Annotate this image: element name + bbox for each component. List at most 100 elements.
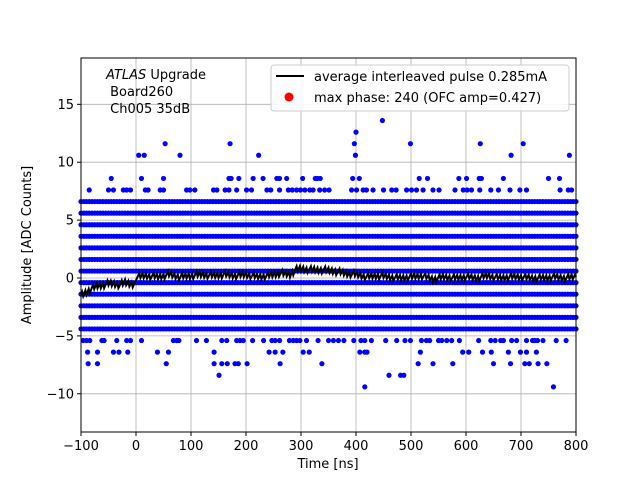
sample-point <box>523 349 530 355</box>
x-tick-label: 500 <box>399 439 424 454</box>
y-tick-label: −5 <box>55 329 74 344</box>
x-tick-label: 700 <box>509 439 534 454</box>
sample-point <box>219 361 225 367</box>
sample-point <box>363 187 370 193</box>
sample-point <box>508 152 514 158</box>
sample-point <box>110 187 117 193</box>
sample-point <box>108 175 114 182</box>
sample-point <box>389 187 395 193</box>
sample-point <box>408 187 415 193</box>
sample-point <box>277 361 283 367</box>
sample-point <box>192 187 198 193</box>
sample-point <box>356 175 362 182</box>
sample-point <box>87 337 93 344</box>
legend-label-average: average interleaved pulse 0.285mA <box>314 70 547 85</box>
sample-point <box>362 384 368 390</box>
sample-point <box>285 187 291 193</box>
sample-point <box>127 337 134 344</box>
sample-point <box>86 187 92 193</box>
sample-point <box>509 337 515 344</box>
sample-point <box>500 175 506 182</box>
sample-point <box>563 337 569 344</box>
sample-point <box>488 349 494 355</box>
sample-point <box>353 187 360 193</box>
sample-point <box>276 187 283 193</box>
sample-point <box>289 187 295 193</box>
sample-point <box>303 337 310 344</box>
sample-point <box>266 349 272 355</box>
sample-point <box>351 141 357 147</box>
sample-point <box>415 361 421 367</box>
legend-dot-marker <box>284 92 294 102</box>
sample-point <box>349 187 355 193</box>
sample-point <box>310 187 316 193</box>
sample-point <box>353 129 359 135</box>
sample-point <box>420 187 426 193</box>
sample-point <box>145 187 151 193</box>
sample-point <box>261 337 267 344</box>
sample-point <box>154 349 161 355</box>
sample-point <box>424 175 431 182</box>
sample-point <box>464 187 470 193</box>
sample-point <box>138 175 145 182</box>
sample-point <box>124 337 130 344</box>
sample-point <box>535 361 541 367</box>
sample-point <box>478 175 484 182</box>
sample-point <box>430 187 436 193</box>
sample-point <box>325 337 332 344</box>
sample-point <box>477 187 483 193</box>
sample-point <box>141 152 147 158</box>
sample-point <box>495 187 502 193</box>
sample-point <box>488 337 494 344</box>
y-tick-label: 10 <box>57 156 74 171</box>
sample-point <box>490 361 497 367</box>
sample-point <box>94 349 101 355</box>
sample-point <box>341 337 347 344</box>
sample-point <box>268 187 274 193</box>
sample-point <box>468 187 475 193</box>
sample-point <box>393 187 399 193</box>
sample-point <box>394 337 400 344</box>
sample-point <box>114 337 120 344</box>
sample-point <box>105 187 112 193</box>
sample-point <box>379 117 385 124</box>
sample-point <box>368 337 374 344</box>
x-tick-label: 100 <box>179 439 204 454</box>
sample-point <box>370 187 376 193</box>
legend-box <box>270 64 570 112</box>
sample-point <box>250 175 256 182</box>
sample-point <box>294 187 300 193</box>
annotation-line-3: Ch005 35dB <box>106 102 190 117</box>
y-tick-label: −10 <box>47 387 74 402</box>
sample-point <box>124 187 130 193</box>
sample-point <box>163 361 169 367</box>
sample-point <box>556 175 563 182</box>
sample-point <box>222 187 228 193</box>
annotation-upgrade: Upgrade <box>146 68 206 83</box>
sample-point <box>492 337 498 344</box>
sample-point <box>540 337 546 344</box>
sample-point <box>85 361 91 367</box>
sample-point <box>214 187 220 193</box>
sample-point <box>386 372 392 378</box>
sample-point <box>383 337 389 344</box>
sample-point <box>136 152 142 158</box>
sample-point <box>224 337 230 344</box>
sample-point <box>127 187 134 193</box>
legend: average interleaved pulse 0.285mA max ph… <box>270 64 570 112</box>
legend-label-max-phase: max phase: 240 (OFC amp=0.427) <box>314 91 541 106</box>
x-axis-label: Time [ns] <box>296 457 358 472</box>
annotation-line-1: ATLAS Upgrade <box>105 68 206 83</box>
sample-point <box>211 361 217 367</box>
sample-point <box>550 384 557 390</box>
sample-point <box>402 337 408 344</box>
sample-point <box>101 337 107 344</box>
sample-point <box>456 337 462 344</box>
sample-point <box>226 187 232 193</box>
sample-point <box>488 187 494 193</box>
sample-point <box>256 152 262 158</box>
sample-point <box>350 175 356 182</box>
sample-point <box>264 187 270 193</box>
sample-point <box>284 175 290 182</box>
